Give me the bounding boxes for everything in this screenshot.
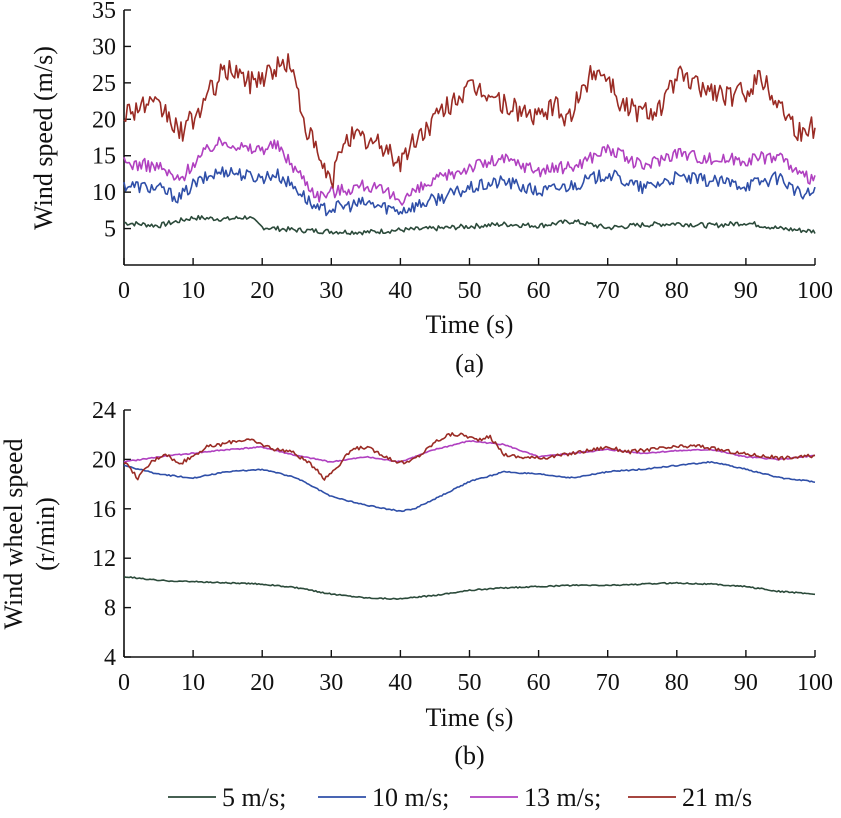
y-tick-label: 4	[104, 645, 116, 671]
x-tick-label: 60	[527, 278, 551, 304]
series-line-0	[123, 576, 816, 601]
y-axis-title: Wind speed (m/s)	[29, 46, 58, 230]
y-tick-label: 16	[92, 497, 116, 523]
legend-label-0: 5 m/s;	[222, 783, 286, 812]
legend-label-2: 13 m/s;	[524, 783, 601, 812]
x-tick-label: 0	[118, 278, 130, 304]
y-axis-title-line: Wind wheel speed	[0, 438, 28, 629]
y-tick-label: 30	[92, 34, 116, 60]
x-tick-label: 50	[458, 670, 482, 696]
x-tick-label: 40	[388, 278, 412, 304]
y-axis-title-line: (r/min)	[31, 497, 60, 571]
x-tick-label: 50	[458, 278, 482, 304]
series-line-2	[123, 439, 816, 463]
y-tick-label: 20	[92, 447, 116, 473]
chart-panel-b: 0 10 20 30 40 50 60 70 80 90 100 4 8 12 16 20 24 Time (s)…	[0, 398, 833, 770]
series-line-3	[123, 53, 816, 189]
y-tick-label: 12	[92, 546, 116, 572]
x-tick-label: 80	[665, 278, 689, 304]
panel-label: (b)	[454, 741, 484, 770]
x-tick-label: 80	[665, 670, 689, 696]
y-tick-label: 8	[104, 596, 116, 622]
y-tick-label: 25	[92, 71, 116, 97]
x-tick-label: 30	[319, 670, 343, 696]
x-tick-label: 10	[181, 670, 205, 696]
x-tick-label: 20	[250, 670, 274, 696]
x-tick-label: 90	[734, 670, 758, 696]
x-tick-label: 100	[797, 670, 833, 696]
chart-panel-a: 0 10 20 30 40 50 60 70 80 90 100 5 10 15 20 25 30 35 Time …	[29, 0, 833, 378]
x-tick-label: 60	[527, 670, 551, 696]
legend-label-3: 21 m/s	[682, 783, 752, 812]
y-tick-label: 5	[104, 217, 116, 243]
legend: 5 m/s; 10 m/s; 13 m/s; 21 m/s	[168, 783, 752, 812]
series-line-3	[123, 432, 816, 481]
y-tick-label: 24	[92, 398, 116, 424]
series-line-0	[123, 214, 816, 236]
x-tick-label: 30	[319, 278, 343, 304]
series-line-2	[123, 136, 816, 206]
x-tick-label: 20	[250, 278, 274, 304]
x-tick-label: 0	[118, 670, 130, 696]
x-tick-label: 10	[181, 278, 205, 304]
y-tick-label: 10	[92, 180, 116, 206]
legend-label-1: 10 m/s;	[372, 783, 449, 812]
x-tick-label: 40	[388, 670, 412, 696]
series-line-1	[123, 166, 816, 217]
x-tick-label: 90	[734, 278, 758, 304]
panel-label: (a)	[455, 349, 484, 378]
series-line-1	[123, 460, 816, 513]
y-tick-label: 35	[92, 0, 116, 24]
y-axis-title: Wind wheel speed (r/min)	[0, 438, 60, 629]
x-axis-title: Time (s)	[426, 703, 514, 732]
x-axis-title: Time (s)	[426, 310, 514, 339]
x-tick-label: 70	[596, 278, 620, 304]
y-tick-label: 20	[92, 107, 116, 133]
y-tick-label: 15	[92, 144, 116, 170]
x-tick-label: 70	[596, 670, 620, 696]
x-tick-label: 100	[797, 278, 833, 304]
